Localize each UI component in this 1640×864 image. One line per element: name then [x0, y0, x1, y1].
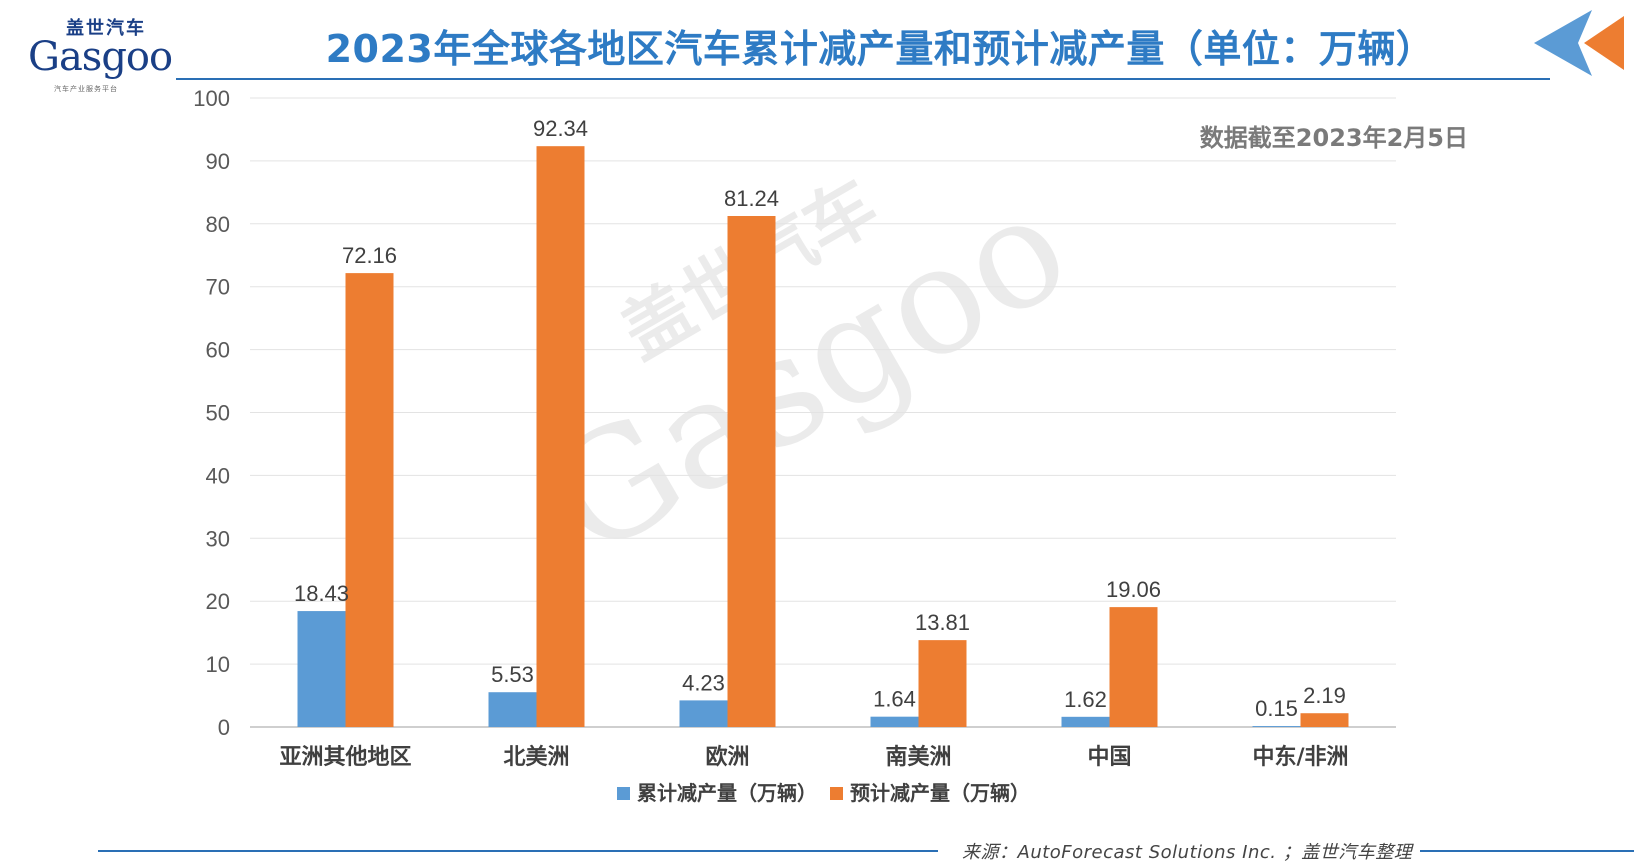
- data-label: 13.81: [915, 610, 970, 635]
- y-tick-label: 30: [206, 526, 230, 551]
- bar-forecast: [918, 640, 967, 727]
- bar-forecast: [1109, 607, 1158, 727]
- y-tick-label: 50: [206, 401, 230, 426]
- bar-forecast: [1300, 713, 1349, 727]
- bar-cumulative: [1061, 716, 1110, 727]
- bar-cumulative: [488, 692, 537, 727]
- data-label: 4.23: [682, 670, 725, 695]
- bar-cumulative: [679, 700, 728, 727]
- gasgoo-logo: 盖世汽车 Gasgoo 汽车产业服务平台: [14, 14, 173, 93]
- data-label: 19.06: [1106, 577, 1161, 602]
- legend-swatch: [830, 787, 843, 800]
- x-axis-ticks: 亚洲其他地区 北美洲 欧洲 南美洲 中国 中东/非洲: [279, 744, 1348, 770]
- logo-en-text: Gasgoo: [28, 34, 173, 80]
- x-tick-label: 欧洲: [705, 744, 749, 770]
- logo-cn-text: 盖世汽车: [66, 18, 146, 39]
- bar-forecast: [727, 216, 776, 727]
- y-tick-label: 100: [193, 86, 230, 111]
- y-tick-label: 60: [206, 338, 230, 363]
- x-tick-label: 南美洲: [885, 744, 951, 770]
- bar-cumulative: [297, 611, 346, 727]
- y-axis-ticks: 0 10 20 30 40 50 60 70 80 90 100: [193, 86, 230, 740]
- footer-rule-right: [1420, 850, 1634, 852]
- data-date-note: 数据截至2023年2月5日: [1199, 124, 1468, 152]
- legend-swatch: [617, 787, 630, 800]
- x-tick-label: 中东/非洲: [1252, 744, 1348, 770]
- legend-label: 预计减产量（万辆）: [850, 781, 1030, 805]
- y-tick-label: 20: [206, 589, 230, 614]
- title-underline: [176, 78, 1550, 80]
- y-tick-label: 40: [206, 463, 230, 488]
- bar-forecast: [345, 273, 394, 727]
- y-tick-label: 90: [206, 149, 230, 174]
- source-note: 来源：AutoForecast Solutions Inc. ；盖世汽车整理: [962, 842, 1413, 863]
- arrow-decoration-icon: [1534, 10, 1624, 76]
- legend: 累计减产量（万辆） 预计减产量（万辆）: [617, 781, 1030, 805]
- bar-cumulative: [870, 716, 919, 727]
- data-label: 81.24: [724, 186, 779, 211]
- x-tick-label: 中国: [1087, 745, 1131, 770]
- x-tick-label: 北美洲: [503, 744, 569, 770]
- data-label: 92.34: [533, 116, 588, 141]
- data-label: 72.16: [342, 243, 397, 268]
- y-tick-label: 0: [218, 715, 230, 740]
- y-tick-label: 80: [206, 212, 230, 237]
- data-label: 18.43: [294, 581, 349, 606]
- chart-title: 2023年全球各地区汽车累计减产量和预计减产量（单位：万辆）: [325, 27, 1435, 71]
- gridlines: [250, 97, 1396, 728]
- data-label: 1.64: [873, 687, 916, 712]
- bar-forecast: [536, 146, 585, 727]
- data-label: 5.53: [491, 662, 534, 687]
- data-labels: 18.43 72.16 5.53 92.34 4.23 81.24 1.64 13.81 1.6…: [294, 116, 1346, 721]
- data-label: 2.19: [1303, 683, 1346, 708]
- footer-rule-left: [98, 850, 938, 852]
- y-tick-label: 10: [206, 652, 230, 677]
- data-label: 0.15: [1255, 696, 1298, 721]
- x-tick-label: 亚洲其他地区: [279, 745, 411, 770]
- y-tick-label: 70: [206, 275, 230, 300]
- bars: [297, 146, 1349, 727]
- data-label: 1.62: [1064, 687, 1107, 712]
- legend-label: 累计减产量（万辆）: [637, 781, 817, 805]
- logo-subtitle: 汽车产业服务平台: [54, 85, 118, 93]
- bar-cumulative: [1252, 726, 1301, 727]
